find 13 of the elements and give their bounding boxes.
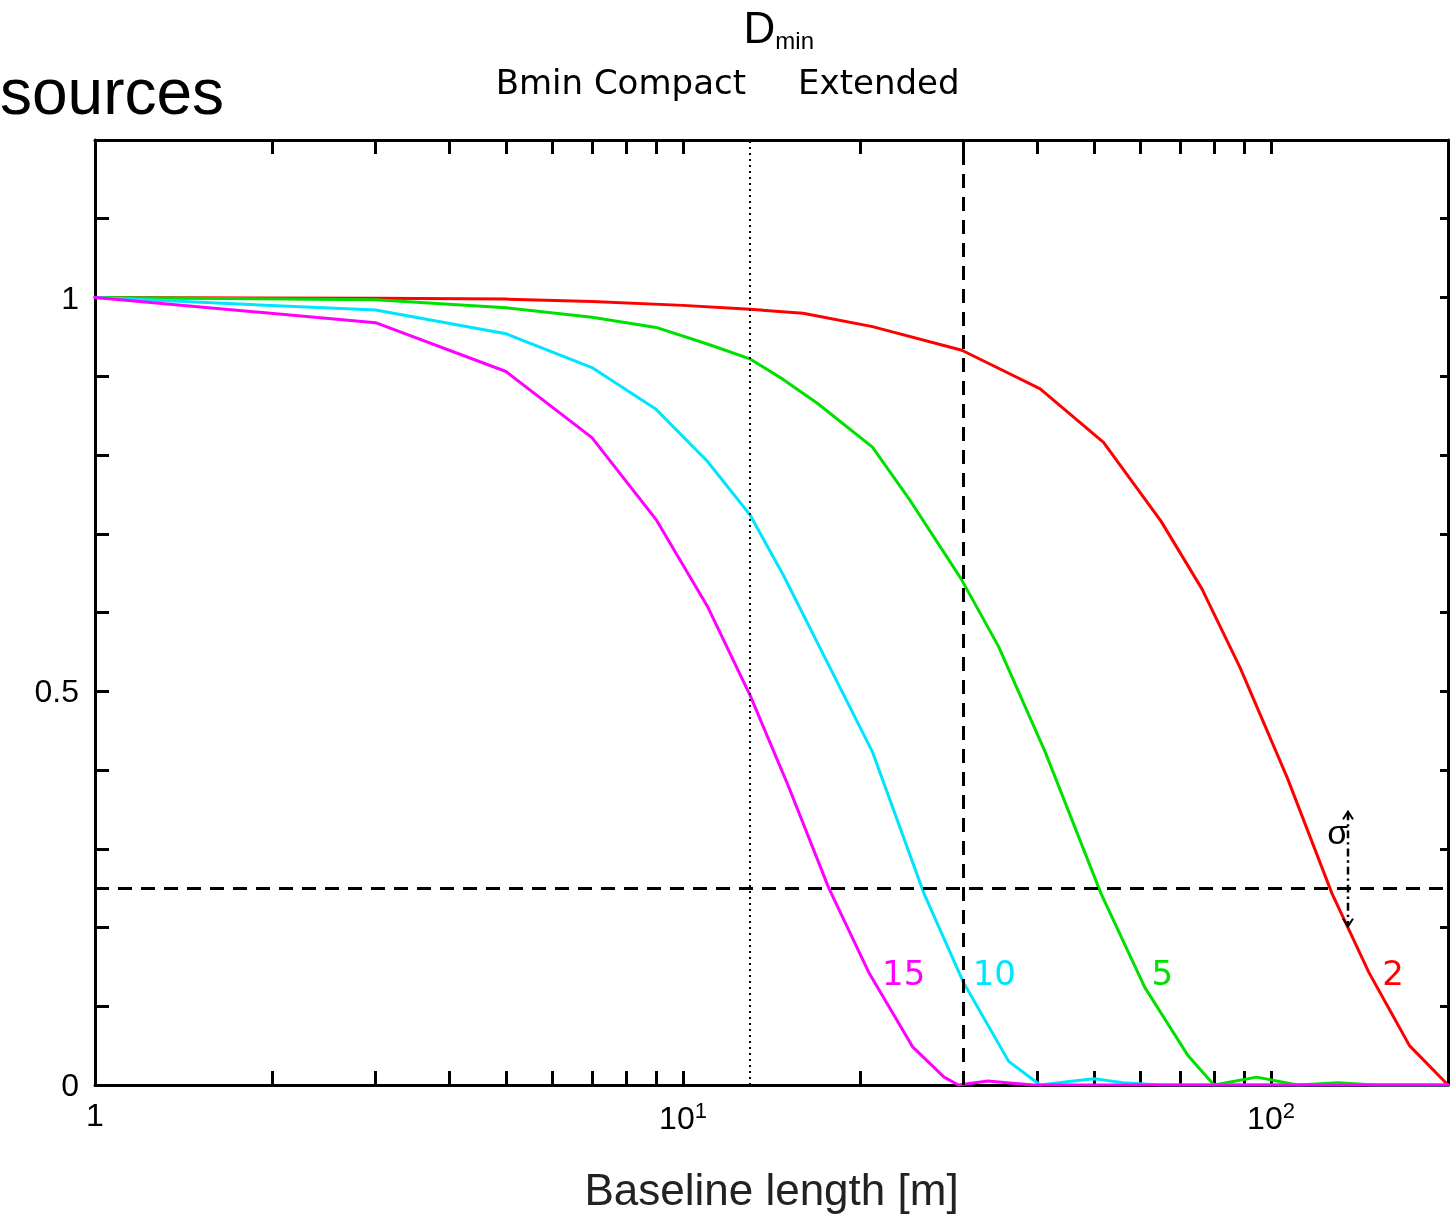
x-axis-title: Baseline length [m] (584, 1164, 959, 1214)
series-label: 5 (1151, 952, 1174, 993)
ref-line-label: Bmin Compact (495, 62, 746, 102)
y-tick-label: 0.5 (34, 673, 79, 710)
y-tick-label: 1 (61, 279, 79, 316)
series-label: 10 (972, 952, 1016, 993)
ref-line-label: Extended (798, 62, 960, 102)
series-label: 2 (1382, 952, 1404, 993)
x-tick-label: 1 (86, 1097, 104, 1133)
annotation: σ (1327, 812, 1349, 851)
chart-title: sources (0, 56, 225, 128)
series-label: 15 (882, 952, 926, 993)
y-tick-label: 0 (61, 1067, 79, 1103)
